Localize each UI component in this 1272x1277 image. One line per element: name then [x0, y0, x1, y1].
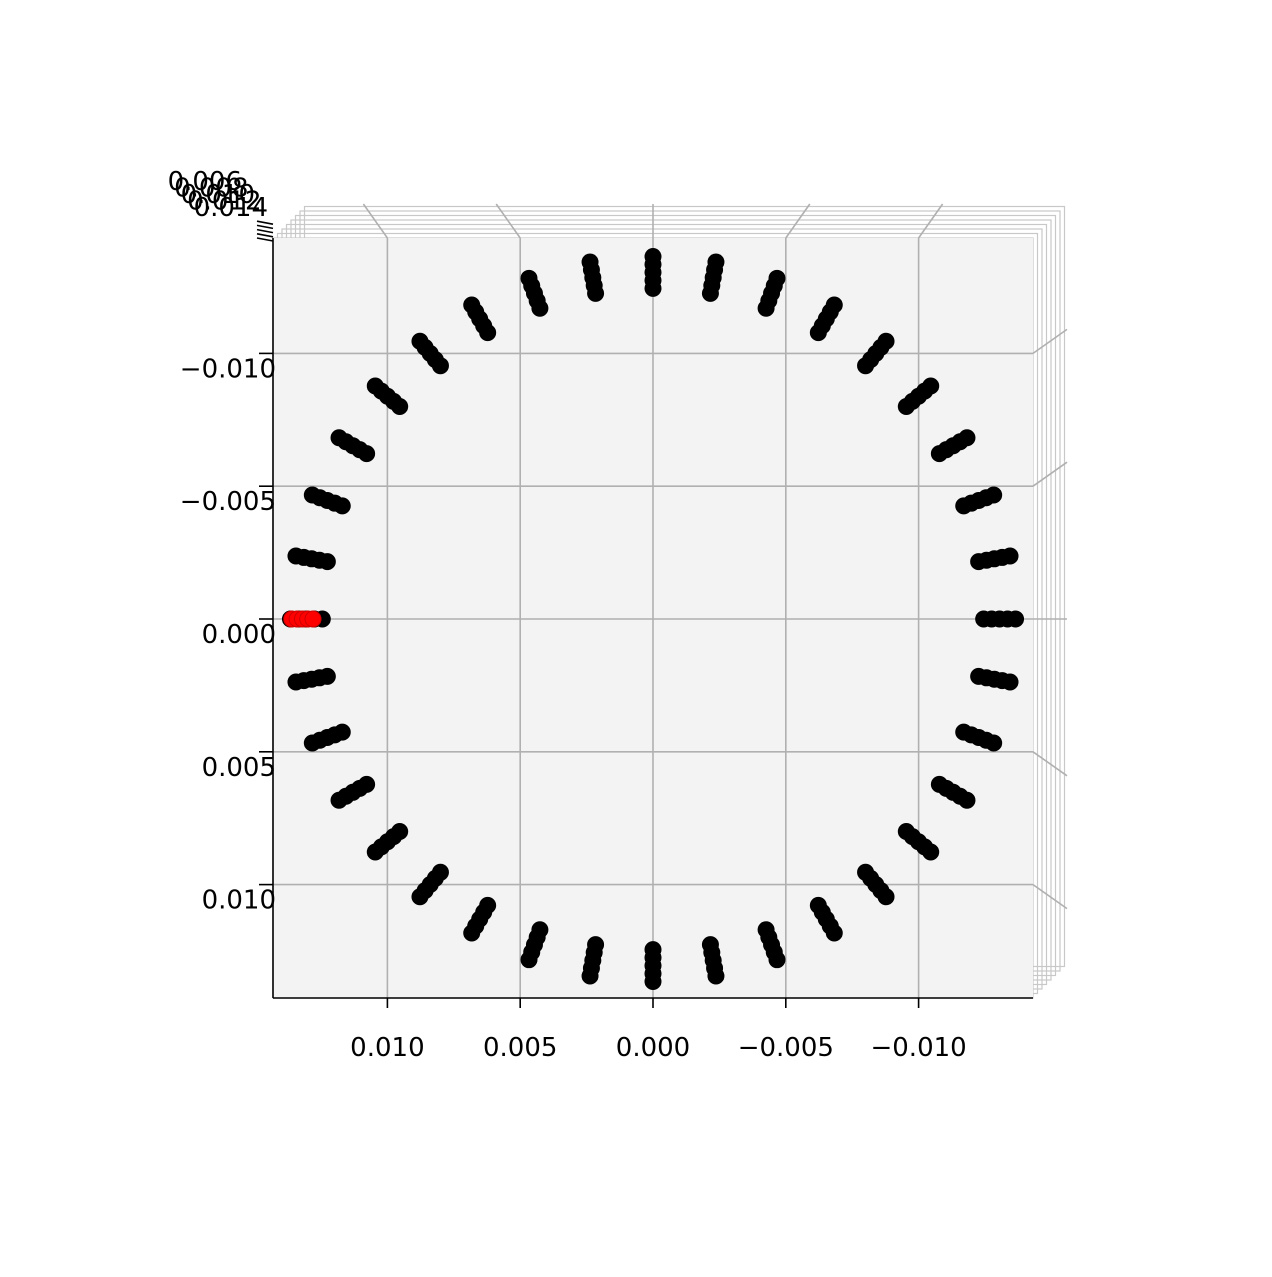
- data-point: [644, 247, 662, 265]
- x-tick-label: −0.005: [738, 1033, 834, 1063]
- data-points: [281, 247, 1025, 991]
- data-point: [366, 377, 384, 395]
- y-grid-line-depth: [1032, 328, 1068, 355]
- data-point: [768, 269, 786, 287]
- data-point: [366, 843, 384, 861]
- data-point: [958, 791, 976, 809]
- y-grid-line-depth: [1032, 883, 1068, 910]
- x-tick-label: 0.005: [483, 1033, 557, 1063]
- data-point: [411, 888, 429, 906]
- z-tick-mark: [256, 228, 274, 234]
- data-point: [463, 296, 481, 314]
- z-tick-mark: [256, 237, 274, 242]
- data-point: [581, 253, 599, 271]
- z-tick-label: 0.006: [168, 167, 242, 197]
- x-grid-line-depth: [917, 203, 944, 239]
- axis-lines: [256, 220, 1033, 1008]
- y-tick-label: 0.010: [202, 886, 276, 916]
- x-tick-label: 0.010: [350, 1033, 424, 1063]
- data-point: [1001, 547, 1019, 565]
- data-point: [287, 547, 305, 565]
- data-point: [707, 253, 725, 271]
- data-point: [1007, 610, 1025, 628]
- highlight-point: [304, 610, 322, 628]
- data-point: [985, 734, 1003, 752]
- data-point: [707, 967, 725, 985]
- data-point: [922, 377, 940, 395]
- data-point: [330, 429, 348, 447]
- data-point: [877, 332, 895, 350]
- data-point: [520, 269, 538, 287]
- y-tick-label: −0.005: [180, 487, 276, 517]
- data-point: [287, 673, 305, 691]
- data-point: [303, 734, 321, 752]
- data-point: [768, 951, 786, 969]
- axes-panes: [272, 205, 1066, 999]
- x-grid-line-depth: [785, 203, 811, 239]
- tick-labels: 0.010 0.005 0.000 −0.005 −0.010 −0.010 −0.005 0…: [168, 167, 967, 1063]
- data-point: [985, 486, 1003, 504]
- data-point: [958, 429, 976, 447]
- data-point: [1001, 673, 1019, 691]
- z-tick-mark: [256, 220, 274, 225]
- y-grid-line-depth: [1032, 751, 1068, 777]
- data-point: [644, 973, 662, 991]
- x-tick-label: −0.010: [870, 1033, 966, 1063]
- z-tick-label: 0.008: [174, 174, 248, 204]
- data-point: [463, 924, 481, 942]
- data-point: [922, 843, 940, 861]
- data-point: [877, 888, 895, 906]
- data-point: [520, 951, 538, 969]
- data-point: [330, 791, 348, 809]
- data-point: [825, 924, 843, 942]
- grid-lines: [273, 203, 1068, 998]
- y-tick-label: −0.010: [180, 354, 276, 384]
- z-tick-label: 0.012: [187, 187, 261, 217]
- data-point: [303, 486, 321, 504]
- data-point: [825, 296, 843, 314]
- x-grid-line-depth: [362, 203, 389, 239]
- y-tick-label: 0.005: [202, 753, 276, 783]
- x-tick-label: 0.000: [616, 1033, 690, 1063]
- z-tick-mark: [256, 233, 274, 238]
- y-tick-label: 0.000: [202, 620, 276, 650]
- z-tick-label: 0.010: [181, 180, 255, 210]
- z-tick-mark: [256, 224, 274, 230]
- data-point: [411, 332, 429, 350]
- y-grid-line-depth: [1032, 461, 1068, 487]
- z-tick-label: 0.014: [194, 193, 268, 223]
- data-point: [581, 967, 599, 985]
- x-grid-line-depth: [495, 203, 521, 239]
